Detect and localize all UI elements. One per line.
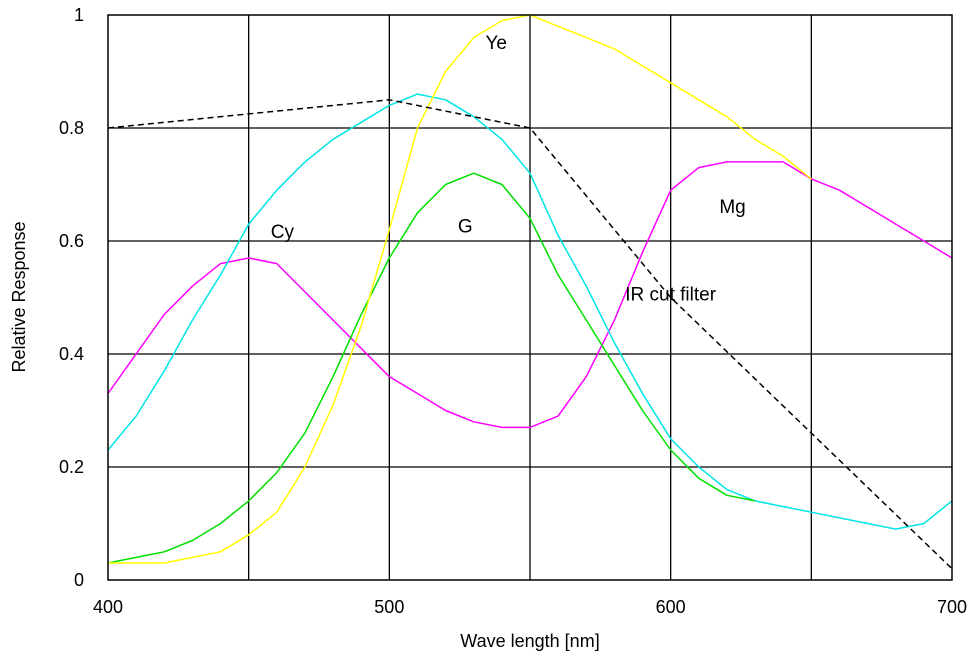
y-tick-label: 0 — [74, 570, 84, 590]
x-tick-label: 700 — [937, 597, 967, 617]
y-tick-label: 0.6 — [59, 231, 84, 251]
series-lines — [107, 14, 953, 570]
series-line-ye — [108, 14, 812, 564]
y-tick-label: 0.2 — [59, 457, 84, 477]
y-axis-title: Relative Response — [9, 221, 29, 372]
plot-frame — [107, 14, 953, 581]
series-line-ir-cut-filter — [107, 99, 953, 570]
x-tick-label: 400 — [93, 597, 123, 617]
x-axis-title: Wave length [nm] — [460, 631, 599, 651]
series-label-ye: Ye — [485, 33, 507, 54]
series-label-cy: Cy — [271, 222, 295, 243]
x-tick-labels: 400 500 600 700 — [93, 597, 967, 617]
grid — [108, 15, 952, 580]
series-line-cy — [107, 93, 953, 530]
y-tick-label: 1 — [74, 5, 84, 25]
series-label-mg: Mg — [719, 197, 745, 218]
y-tick-label: 0.4 — [59, 344, 84, 364]
x-tick-label: 600 — [656, 597, 686, 617]
series-labels: Mg Cy G Ye IR cut filter — [271, 33, 746, 305]
series-label-g: G — [458, 217, 473, 238]
series-label-ir-cut-filter: IR cut filter — [625, 284, 716, 305]
y-tick-labels: 0 0.2 0.4 0.6 0.8 1 — [59, 5, 84, 590]
x-tick-label: 500 — [374, 597, 404, 617]
y-tick-label: 0.8 — [59, 118, 84, 138]
series-line-g — [107, 172, 756, 564]
